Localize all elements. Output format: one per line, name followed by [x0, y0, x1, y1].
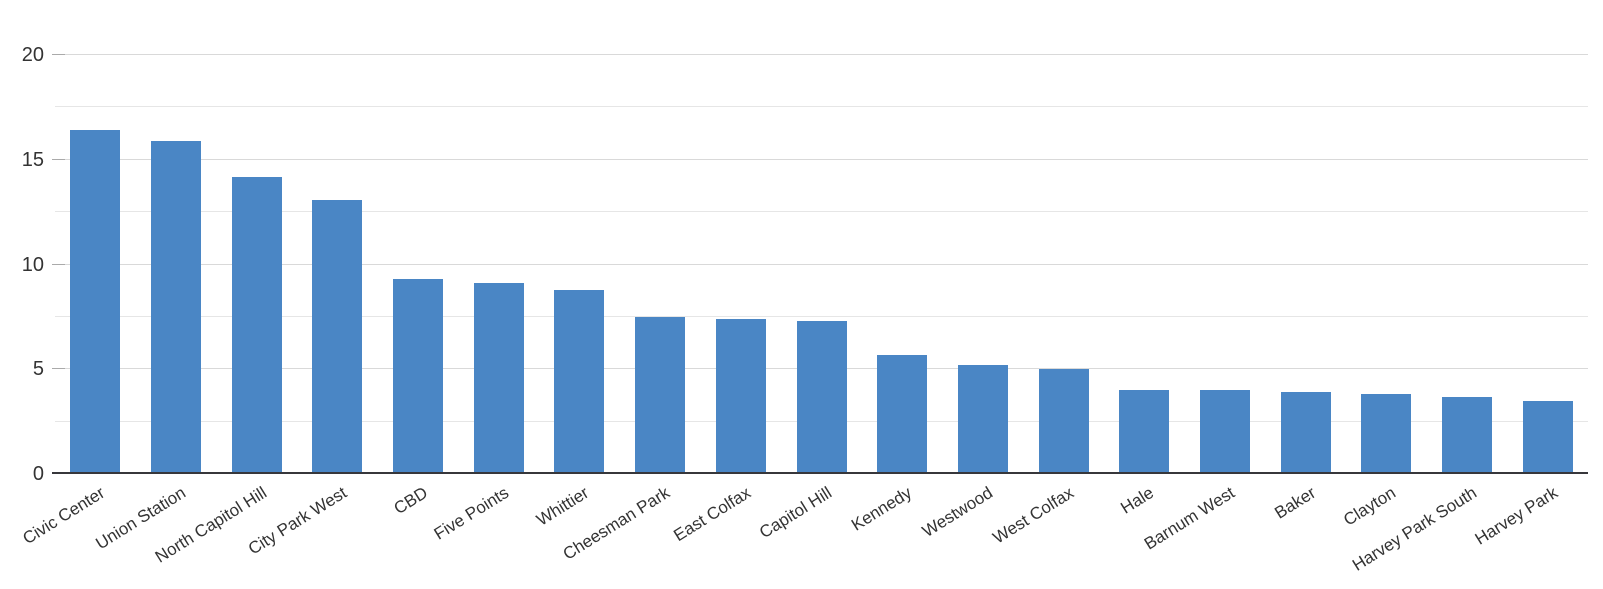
y-tick-mark	[52, 368, 65, 370]
x-tick-label: East Colfax	[670, 483, 754, 546]
bar-civic-center	[70, 130, 121, 474]
minor-gridline	[55, 211, 1588, 213]
y-tick-mark	[52, 158, 65, 160]
y-tick-mark	[52, 54, 65, 55]
x-tick-label: Clayton	[1340, 483, 1400, 530]
bar-barnum-west	[1199, 390, 1250, 474]
major-gridline	[55, 158, 1588, 160]
x-tick-label: CBD	[390, 483, 432, 519]
x-tick-label: Whittier	[533, 483, 593, 530]
x-axis-line	[52, 472, 1588, 474]
minor-gridline	[55, 106, 1588, 108]
bar-hale	[1119, 390, 1170, 474]
x-tick-label: Hale	[1117, 483, 1158, 518]
y-tick-mark	[52, 263, 65, 265]
bar-cbd	[393, 279, 444, 474]
y-tick-label: 20	[21, 44, 44, 66]
x-tick-label: Barnum West	[1140, 483, 1238, 554]
major-gridline	[55, 263, 1588, 265]
x-axis: Civic Center Union Station North Capitol H…	[20, 474, 1588, 589]
y-axis: 0 5 10 15 20	[0, 0, 55, 485]
bar-kennedy	[877, 354, 928, 474]
bar-clayton	[1361, 394, 1412, 474]
x-tick-label: Harvey Park	[1471, 483, 1561, 549]
x-tick-label: Baker	[1270, 483, 1319, 523]
plot-area	[52, 0, 1588, 474]
x-tick-label: Kennedy	[848, 483, 916, 535]
y-tick-label: 10	[21, 253, 44, 276]
bar-east-colfax	[715, 318, 766, 474]
bar-westwood	[957, 365, 1008, 474]
bar-baker	[1280, 392, 1331, 474]
y-tick-label: 0	[32, 463, 44, 485]
minor-gridline	[55, 315, 1588, 317]
bar-harvey-park-south	[1441, 396, 1492, 474]
bar-union-station	[151, 140, 202, 474]
bar-five-points	[473, 283, 524, 474]
x-tick-label: Capitol Hill	[755, 483, 835, 543]
major-gridline	[55, 54, 1588, 55]
bar-harvey-park	[1522, 400, 1573, 474]
y-tick-label: 15	[21, 148, 44, 171]
bar-cheesman-park	[635, 316, 686, 474]
bar-west-colfax	[1038, 369, 1089, 474]
bar-whittier	[554, 289, 605, 474]
x-tick-label: West Colfax	[989, 483, 1077, 548]
bar-city-park-west	[312, 199, 363, 474]
x-tick-label: Five Points	[430, 483, 512, 544]
y-tick-label: 5	[32, 358, 44, 381]
bar-capitol-hill	[796, 321, 847, 474]
x-tick-label: Westwood	[918, 483, 996, 542]
bar-north-capitol-hill	[231, 176, 282, 474]
